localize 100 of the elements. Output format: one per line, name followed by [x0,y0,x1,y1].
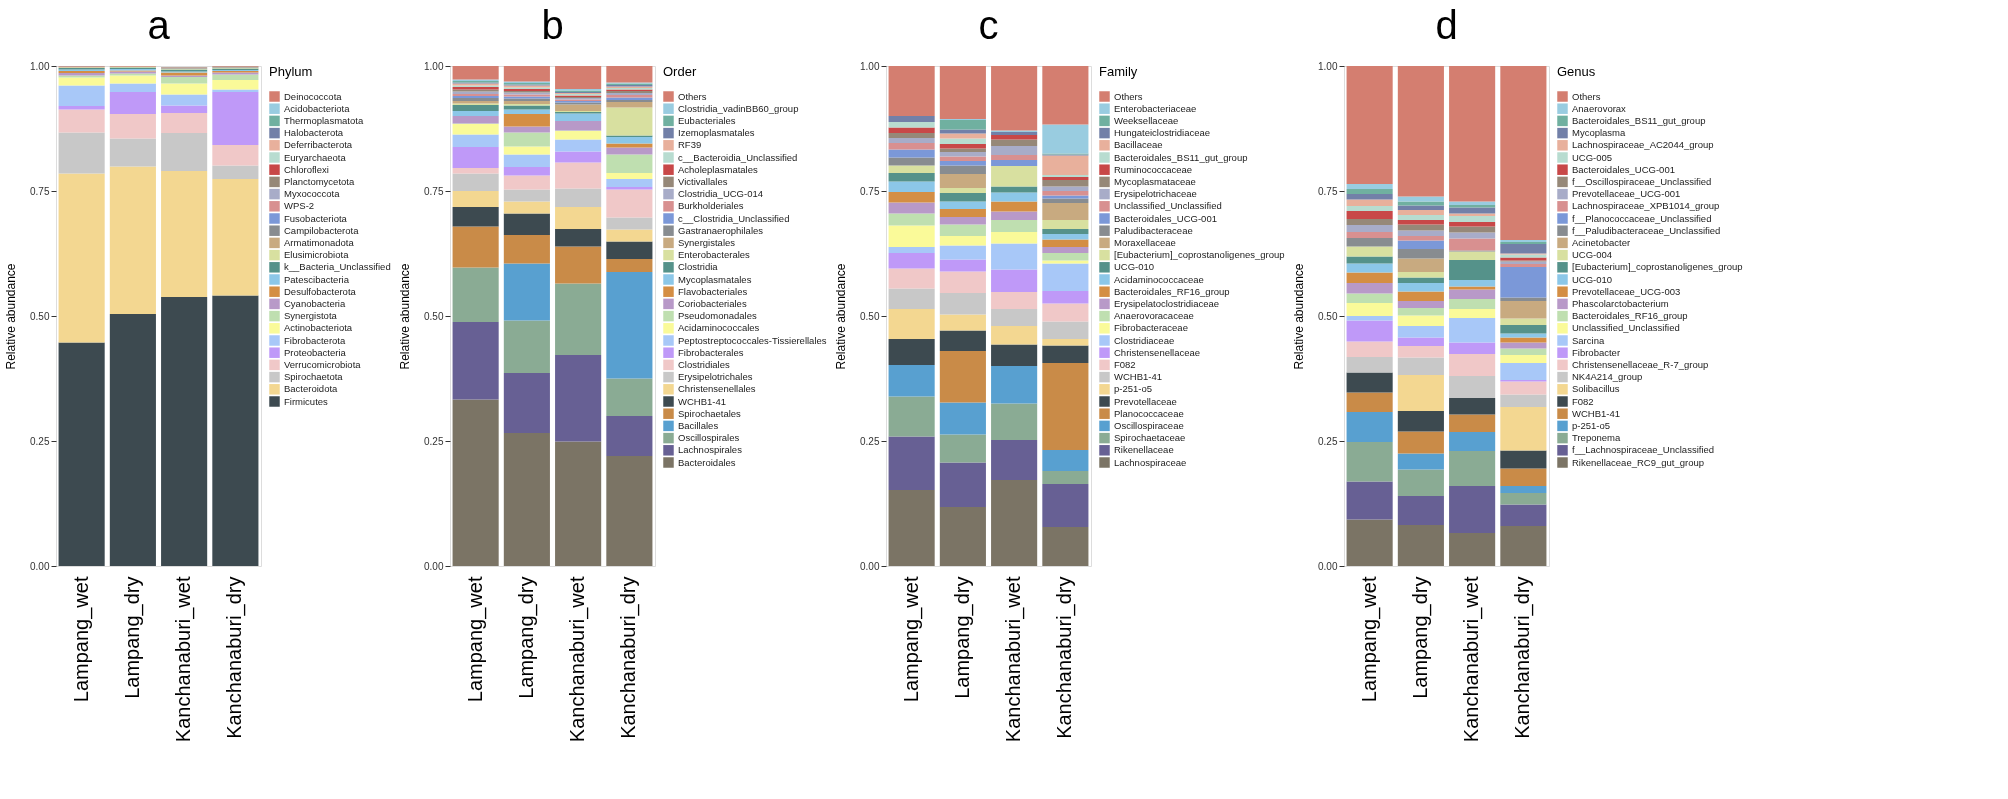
legend-label: Synergistales [678,236,736,248]
x-tick-label: Kanchanaburi_dry [1053,576,1077,739]
legend-label: Firmicutes [284,395,329,407]
x-tick-label: Lampang_wet [1357,576,1381,703]
y-tick-label: 0.00 [1318,560,1338,572]
chart-title: d [1435,3,1458,47]
y-tick-label: 0.75 [1318,185,1338,197]
legend-label: Victivallales [678,175,728,187]
legend-label: Others [1572,90,1601,102]
x-tick-label: Lampang_wet [69,576,93,703]
legend-label: c__Clostridia_Unclassified [678,212,790,224]
legend-label: Weeksellaceae [1114,114,1179,126]
legend-label: Enterobacteriaceae [1114,102,1197,114]
y-tick-label: 0.25 [860,435,880,447]
legend-label: Campilobacterota [284,224,360,236]
legend-label: UCG-010 [1114,261,1155,273]
legend-label: WPS-2 [284,200,315,212]
legend-label: Synergistota [284,310,338,322]
y-tick-label: 0.75 [30,185,50,197]
legend-label: Hungateiclostridiaceae [1114,127,1211,139]
legend-label: Mycoplasmataceae [1114,175,1196,187]
legend-label: Oscillospiraceae [1114,419,1184,431]
x-tick-label: Kanchanaburi_wet [1002,576,1026,743]
legend-label: Eubacteriales [678,114,736,126]
legend-label: Christensenellaceae [1114,346,1201,358]
legend-label: p-251-o5 [1114,383,1153,395]
legend-label: Christensenellales [678,383,756,395]
legend-label: Mycoplasmatales [678,273,752,285]
legend-label: Bacteroidales_BS11_gut_group [1572,114,1706,126]
legend-label: Others [678,90,707,102]
legend-label: Lachnospiraceae_XPB1014_group [1572,200,1720,212]
legend-label: Planococcaceae [1114,407,1184,419]
chart-title: a [147,3,171,47]
y-axis-title: Relative abundance [1292,263,1307,370]
legend-label: Chloroflexi [284,163,329,175]
legend-label: Armatimonadota [284,236,355,248]
legend-label: Anaerovorax [1572,102,1627,114]
legend-title: Order [663,64,697,79]
legend-label: Clostridia [678,261,719,273]
x-tick-label: Lampang_dry [120,576,144,699]
legend-label: Oscillospirales [678,432,740,444]
x-tick-label: Lampang_wet [463,576,487,703]
legend-label: Rikenellaceae_RC9_gut_group [1572,456,1705,468]
legend-label: Erysipelotrichaceae [1114,188,1197,200]
x-tick-label: Kanchanaburi_wet [1460,576,1484,743]
legend-label: Acidaminococcales [678,322,760,334]
x-tick-label: Kanchanaburi_wet [566,576,590,743]
legend-label: Pseudomonadales [678,310,757,322]
legend-label: Sarcina [1572,334,1605,346]
legend-label: WCHB1-41 [1572,407,1621,419]
x-tick-label: Lampang_wet [899,576,923,703]
legend-label: Bacteroidales_RF16_group [1572,310,1688,322]
legend-label: c__Bacteroidia_Unclassified [678,151,798,163]
legend-label: WCHB1-41 [1114,371,1163,383]
legend-label: Burkholderiales [678,200,744,212]
legend-label: Bacteroidales_UCG-001 [1114,212,1217,224]
legend-label: Unclassified_Unclassified [1572,322,1680,334]
chart-title: b [541,3,564,47]
legend-label: Clostridia_vadinBB60_group [678,102,799,114]
legend-label: Solibacillus [1572,383,1620,395]
legend-label: f__Planococcaceae_Unclassified [1572,212,1712,224]
legend-label: Desulfobacterota [284,285,357,297]
legend-label: Bacteroidales [678,456,736,468]
legend-label: Clostridia_UCG-014 [678,188,764,200]
legend-label: F082 [1114,358,1136,370]
chart-title: c [978,3,999,47]
legend-title: Phylum [269,64,313,79]
legend-label: Acinetobacter [1572,236,1631,248]
y-tick-label: 0.50 [1318,310,1338,322]
y-tick-label: 1.00 [424,60,444,72]
legend-label: Thermoplasmatota [284,114,364,126]
legend-label: Bacteroidales_RF16_group [1114,285,1230,297]
x-tick-label: Kanchanaburi_dry [1511,576,1535,739]
legend-label: Peptostreptococcales-Tissierellales [678,334,827,346]
legend-label: Fusobacteriota [284,212,348,224]
legend-label: Bacteroidota [284,383,339,395]
legend-label: k__Bacteria_Unclassified [284,261,391,273]
legend-label: Spirochaetota [284,371,344,383]
legend-label: Spirochaetales [678,407,742,419]
y-tick-label: 0.00 [860,560,880,572]
legend-label: Treponema [1572,432,1621,444]
legend-label: Erysipelotrichales [678,371,753,383]
x-tick-label: Lampang_dry [1408,576,1432,699]
legend-label: Verrucomicrobiota [284,358,362,370]
legend-label: Lachnospiraceae_AC2044_group [1572,139,1714,151]
legend-label: Acidobacteriota [284,102,351,114]
legend-label: Erysipelatoclostridiaceae [1114,297,1220,309]
legend-label: Bacillales [678,419,719,431]
x-tick-label: Kanchanaburi_dry [223,576,247,739]
legend-label: Izemoplasmatales [678,127,755,139]
legend-label: Actinobacteriota [284,322,353,334]
y-tick-label: 0.50 [30,310,50,322]
legend-label: Flavobacteriales [678,285,748,297]
y-tick-label: 0.25 [424,435,444,447]
legend-label: Rikenellaceae [1114,444,1174,456]
legend-label: [Eubacterium]_coprostanoligenes_group [1114,249,1285,261]
y-tick-label: 0.75 [424,185,444,197]
legend-label: Spirochaetaceae [1114,432,1186,444]
y-tick-label: 0.00 [424,560,444,572]
legend-label: Moraxellaceae [1114,236,1176,248]
